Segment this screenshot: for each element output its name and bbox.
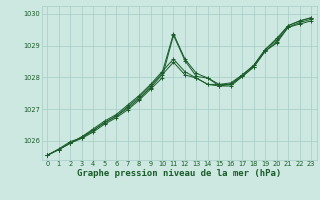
X-axis label: Graphe pression niveau de la mer (hPa): Graphe pression niveau de la mer (hPa) bbox=[77, 169, 281, 178]
